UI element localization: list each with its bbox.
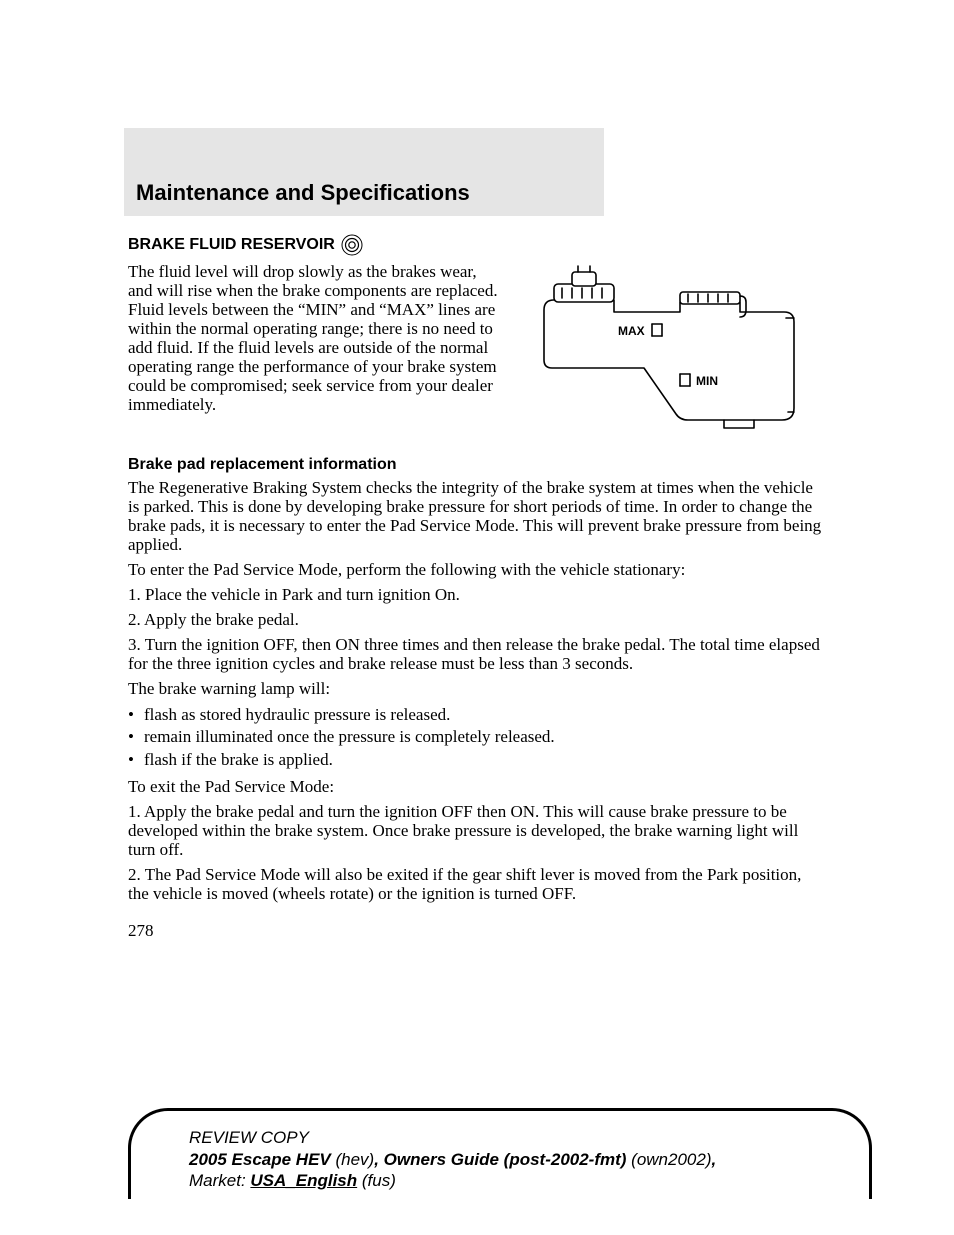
- bullet-3: flash if the brake is applied.: [128, 749, 824, 771]
- footer-guide: , Owners Guide (post-2002-fmt): [374, 1150, 626, 1169]
- subheading-brake-pad: Brake pad replacement information: [128, 456, 824, 474]
- footer-market-label: Market:: [189, 1171, 250, 1190]
- exit-step-1: 1. Apply the brake pedal and turn the ig…: [128, 802, 824, 859]
- reservoir-figure: MAX MIN: [524, 262, 824, 442]
- footer-guide-code: (own2002): [626, 1150, 711, 1169]
- enter-step-2: 2. Apply the brake pedal.: [128, 610, 824, 629]
- section-heading-brake-fluid: BRAKE FLUID RESERVOIR: [128, 234, 824, 256]
- enter-step-1: 1. Place the vehicle in Park and turn ig…: [128, 585, 824, 604]
- footer-line-3: Market: USA_English (fus): [189, 1170, 839, 1191]
- footer-model: 2005 Escape HEV: [189, 1150, 331, 1169]
- bullet-2: remain illuminated once the pressure is …: [128, 726, 824, 748]
- page: Maintenance and Specifications BRAKE FLU…: [0, 0, 954, 1235]
- footer-market-code: (fus): [357, 1171, 396, 1190]
- brake-pad-p3: The brake warning lamp will:: [128, 679, 824, 698]
- warning-lamp-bullets: flash as stored hydraulic pressure is re…: [128, 704, 824, 770]
- exit-step-2: 2. The Pad Service Mode will also be exi…: [128, 865, 824, 903]
- footer-line-2: 2005 Escape HEV (hev), Owners Guide (pos…: [189, 1149, 839, 1170]
- bullet-1: flash as stored hydraulic pressure is re…: [128, 704, 824, 726]
- brake-pad-p2: To enter the Pad Service Mode, perform t…: [128, 560, 824, 579]
- brake-pad-p4: To exit the Pad Service Mode:: [128, 777, 824, 796]
- max-label: MAX: [618, 324, 645, 338]
- footer-model-code: (hev): [331, 1150, 374, 1169]
- brake-fluid-paragraph: The fluid level will drop slowly as the …: [128, 262, 504, 436]
- footer-line-1: REVIEW COPY: [189, 1127, 839, 1148]
- section-heading-text: BRAKE FLUID RESERVOIR: [128, 236, 335, 254]
- enter-step-3: 3. Turn the ignition OFF, then ON three …: [128, 635, 824, 673]
- min-label: MIN: [696, 374, 718, 388]
- content-row: The fluid level will drop slowly as the …: [128, 262, 824, 442]
- footer-comma: ,: [712, 1150, 717, 1169]
- header-band: Maintenance and Specifications: [124, 128, 604, 216]
- page-title: Maintenance and Specifications: [136, 180, 592, 206]
- reservoir-symbol-icon: [341, 234, 363, 256]
- brake-pad-p1: The Regenerative Braking System checks t…: [128, 478, 824, 554]
- footer-box: REVIEW COPY 2005 Escape HEV (hev), Owner…: [128, 1108, 872, 1199]
- footer-market: USA_English: [250, 1171, 357, 1190]
- page-number: 278: [128, 921, 824, 941]
